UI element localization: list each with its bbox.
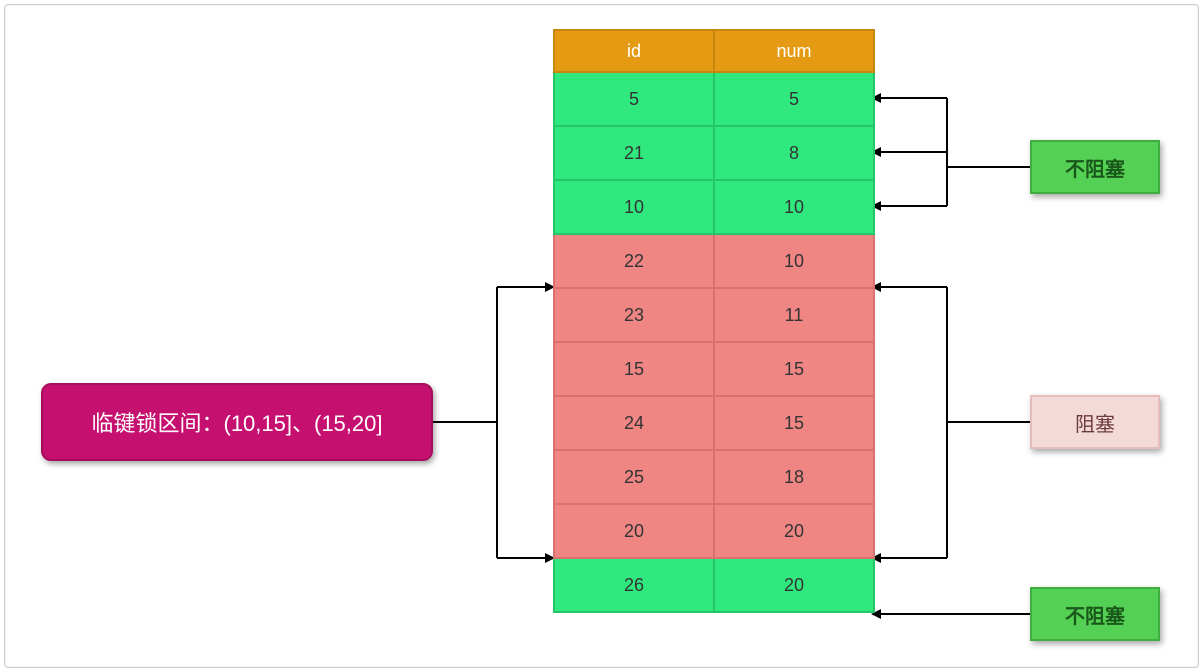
cell-num: 18 [714, 450, 874, 504]
cell-num: 10 [714, 180, 874, 234]
cell-num: 11 [714, 288, 874, 342]
table-row: 1515 [554, 342, 874, 396]
cell-num: 8 [714, 126, 874, 180]
table-row: 55 [554, 72, 874, 126]
cell-id: 25 [554, 450, 714, 504]
table-row: 2518 [554, 450, 874, 504]
cell-id: 5 [554, 72, 714, 126]
no-block-bottom-box: 不阻塞 [1030, 587, 1160, 641]
no-block-top-box: 不阻塞 [1030, 140, 1160, 194]
table-row: 2311 [554, 288, 874, 342]
cell-num: 5 [714, 72, 874, 126]
lock-range-box: 临键锁区间：(10,15]、(15,20] [41, 383, 433, 461]
table-row: 2210 [554, 234, 874, 288]
cell-id: 21 [554, 126, 714, 180]
lock-range-text: 临键锁区间：(10,15]、(15,20] [92, 406, 383, 438]
cell-id: 15 [554, 342, 714, 396]
data-table: idnum 5521810102210231115152415251820202… [553, 29, 875, 613]
cell-num: 10 [714, 234, 874, 288]
table-row: 1010 [554, 180, 874, 234]
cell-num: 20 [714, 558, 874, 612]
block-text: 阻塞 [1075, 408, 1115, 437]
table-row: 218 [554, 126, 874, 180]
table-header-num: num [714, 30, 874, 72]
cell-id: 23 [554, 288, 714, 342]
diagram-canvas: idnum 5521810102210231115152415251820202… [4, 4, 1199, 668]
block-box: 阻塞 [1030, 395, 1160, 449]
table-row: 2620 [554, 558, 874, 612]
cell-id: 24 [554, 396, 714, 450]
cell-id: 22 [554, 234, 714, 288]
no-block-bottom-text: 不阻塞 [1065, 600, 1125, 629]
cell-id: 10 [554, 180, 714, 234]
cell-num: 15 [714, 342, 874, 396]
table-header-id: id [554, 30, 714, 72]
cell-id: 26 [554, 558, 714, 612]
cell-id: 20 [554, 504, 714, 558]
cell-num: 20 [714, 504, 874, 558]
table-row: 2020 [554, 504, 874, 558]
no-block-top-text: 不阻塞 [1065, 153, 1125, 182]
cell-num: 15 [714, 396, 874, 450]
table-row: 2415 [554, 396, 874, 450]
